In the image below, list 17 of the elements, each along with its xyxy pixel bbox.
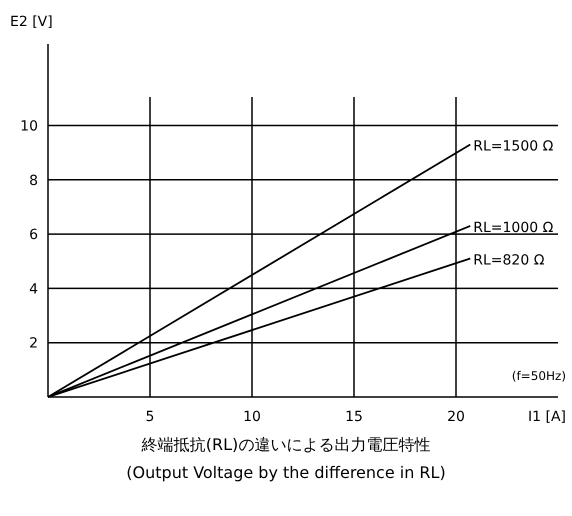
y-tick-label: 10 [20, 118, 38, 134]
x-tick-label: 5 [146, 409, 154, 425]
annotation: (f=50Hz) [512, 369, 566, 383]
series-label: RL=820 Ω [473, 252, 545, 269]
text: 終端抵抗(RL)の違いによる出力電圧特性 [140, 435, 430, 454]
series-label: RL=1000 Ω [473, 220, 554, 236]
x-tick-label: 20 [447, 409, 465, 425]
text: (Output Voltage by the difference in RL) [126, 463, 446, 482]
x-tick-label: 15 [345, 409, 363, 425]
series-label: RL=1500 Ω [473, 138, 554, 154]
y-tick-label: 6 [29, 227, 38, 244]
y-tick-label: 4 [29, 281, 38, 298]
y-tick-label: 2 [29, 336, 38, 352]
x-axis-title: I1 [A] [528, 409, 566, 425]
y-tick-label: 8 [29, 172, 38, 189]
y-axis-title: E2 [V] [10, 14, 53, 30]
x-tick-label: 10 [243, 409, 261, 425]
